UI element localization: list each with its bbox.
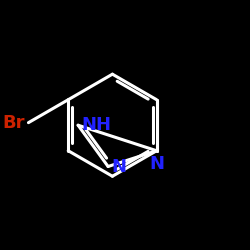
Text: N: N: [149, 155, 164, 173]
Text: NH: NH: [81, 116, 111, 134]
Text: Br: Br: [3, 114, 25, 132]
Text: N: N: [111, 158, 126, 176]
